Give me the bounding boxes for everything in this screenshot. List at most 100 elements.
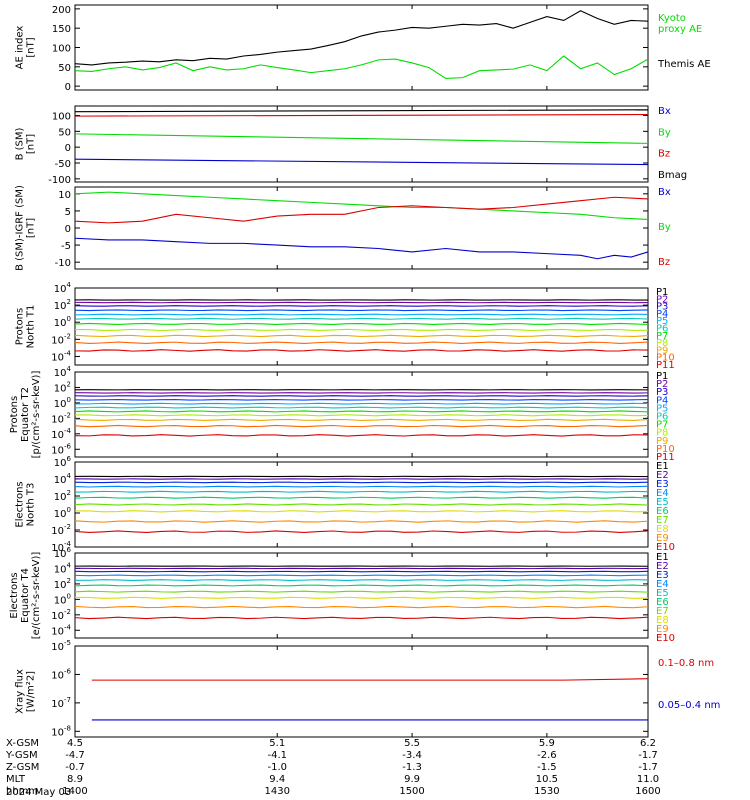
legend-label: P6: [656, 324, 668, 335]
x-row-label: Y-GSM: [5, 750, 38, 761]
x-row-value: 11.0: [637, 774, 659, 785]
legend-label: E7: [656, 606, 669, 617]
channel-line: [74, 305, 649, 307]
y-tick-exponent: 4: [67, 561, 72, 569]
y-tick-label: 104: [54, 472, 72, 486]
y-tick-exponent: -2: [64, 411, 71, 419]
panel-frame: [74, 645, 649, 738]
y-tick-label: 50: [58, 127, 71, 138]
y-axis-label: Protons: [15, 308, 26, 345]
x-row-label: Z-GSM: [6, 762, 39, 773]
y-tick-exponent: -2: [64, 523, 71, 531]
panel-frame: [74, 186, 649, 270]
y-tick-exponent: -8: [64, 724, 71, 732]
legend-label: P2: [656, 294, 668, 305]
y-tick-exponent: 4: [67, 472, 72, 480]
y-tick-exponent: 2: [67, 577, 71, 585]
legend-label: P3: [656, 302, 668, 313]
y-tick-label: 5: [65, 207, 71, 218]
channel-line: [74, 317, 649, 320]
y-tick-label: 0: [65, 224, 71, 235]
y-tick-label: -5: [61, 241, 71, 252]
y-axis-label: [W/m²2]: [26, 671, 37, 712]
x-row-value: 1400: [62, 786, 87, 797]
legend-label: Bmag: [658, 170, 687, 181]
x-row-value: -1.7: [638, 750, 658, 761]
x-row-value: -1.5: [537, 762, 557, 773]
legend-label: P9: [656, 345, 668, 356]
channel-line: [74, 481, 649, 484]
legend-label: Themis AE: [657, 59, 711, 70]
y-tick-label: 102: [54, 298, 71, 312]
y-tick-label: 100: [54, 506, 71, 520]
legend-label: E9: [656, 624, 669, 635]
legend-label: E4: [656, 488, 669, 499]
y-tick-label: 100: [52, 44, 71, 55]
y-tick-label: 10-2: [51, 332, 71, 346]
y-tick-label: 104: [54, 281, 72, 295]
legend-label: P2: [656, 379, 668, 390]
channel-line: [74, 496, 649, 499]
y-axis-label: [p/(cm²-s-sr-keV)]: [31, 371, 42, 459]
y-tick-label: -50: [55, 159, 71, 170]
y-axis-label: North T3: [26, 483, 37, 527]
x-row-value: 9.4: [269, 774, 285, 785]
y-axis-label: Electrons: [9, 572, 20, 618]
channel-line: [74, 414, 649, 417]
legend-label: P7: [656, 420, 668, 431]
y-tick-label: 100: [54, 315, 71, 329]
series-line: [74, 109, 649, 113]
channel-line: [74, 424, 649, 428]
y-axis-label: Equator T2: [20, 387, 31, 442]
channel-line: [74, 434, 649, 437]
legend-label: By: [658, 127, 671, 138]
channel-line: [74, 485, 649, 488]
y-axis-label: Protons: [9, 396, 20, 433]
legend-label: E5: [656, 497, 669, 508]
legend-label: P10: [656, 353, 675, 364]
series-line: [74, 191, 649, 221]
channel-line: [74, 510, 649, 513]
y-tick-exponent: -4: [64, 427, 72, 435]
panel-frame: [74, 552, 649, 639]
legend-label: P4: [656, 309, 668, 320]
y-tick-exponent: -2: [64, 608, 71, 616]
legend-label: E8: [656, 615, 669, 626]
legend-label: Kyoto: [658, 13, 686, 24]
y-tick-label: 100: [54, 396, 71, 410]
y-tick-label: 10-4: [51, 349, 71, 363]
y-tick-exponent: 2: [67, 489, 71, 497]
legend-label: P5: [656, 403, 668, 414]
channel-line: [74, 313, 649, 316]
y-tick-exponent: -4: [64, 349, 72, 357]
legend-label: E8: [656, 524, 669, 535]
legend-label: 0.05–0.4 nm: [658, 700, 720, 711]
y-tick-label: 150: [52, 24, 71, 35]
channel-line: [74, 322, 649, 325]
legend-label: By: [658, 222, 671, 233]
series-line: [74, 10, 649, 66]
y-tick-exponent: 2: [67, 380, 71, 388]
y-tick-label: 100: [52, 112, 71, 123]
legend-label: E2: [656, 470, 669, 481]
y-axis-label: B (SM)-IGRF (SM): [15, 185, 26, 271]
x-row-value: 6.2: [640, 738, 656, 749]
x-row-value: 1500: [399, 786, 424, 797]
y-tick-exponent: -2: [64, 332, 71, 340]
x-row-value: -0.7: [65, 762, 85, 773]
legend-label: P11: [656, 452, 675, 463]
y-tick-exponent: 0: [67, 396, 71, 404]
legend-label: E6: [656, 506, 669, 517]
legend-label: P7: [656, 331, 668, 342]
x-row-value: 5.5: [404, 738, 420, 749]
channel-line: [74, 490, 649, 493]
x-row-value: -1.0: [267, 762, 287, 773]
y-tick-label: 104: [54, 561, 72, 575]
channel-line: [74, 334, 649, 338]
legend-label: P8: [656, 428, 668, 439]
channel-line: [74, 584, 649, 587]
y-tick-exponent: -7: [64, 696, 71, 704]
channel-line: [74, 579, 649, 581]
x-row-value: -1.3: [402, 762, 422, 773]
y-axis-label: [e/(cm²-s-sr-keV)]: [31, 552, 42, 640]
